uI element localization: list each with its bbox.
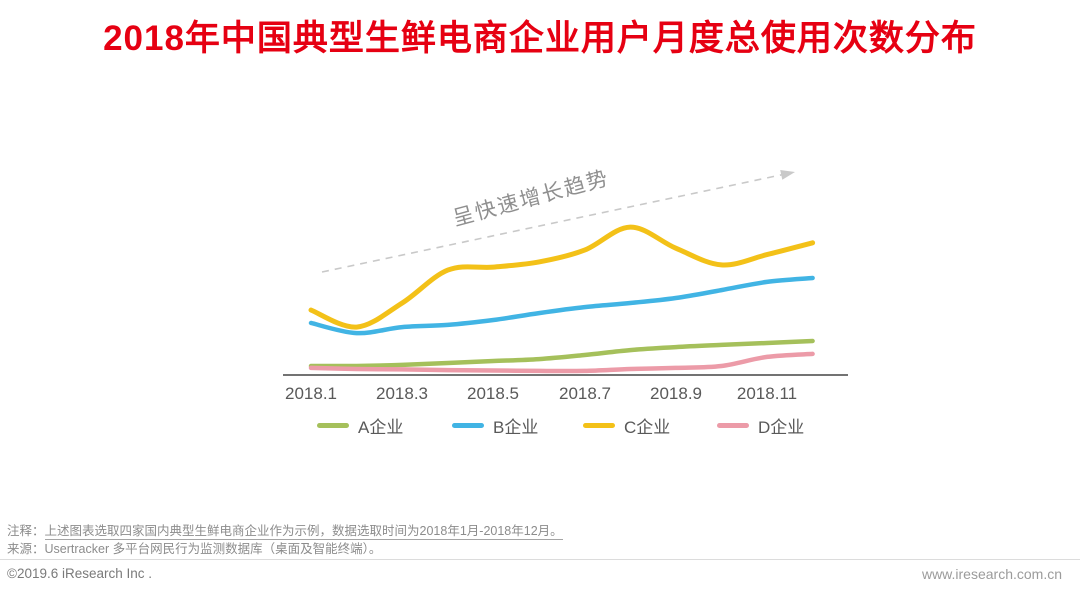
series-line-D企业 <box>308 351 815 374</box>
growth-trend-arrow-head <box>780 170 795 180</box>
footnotes: 注释：上述图表选取四家国内典型生鲜电商企业作为示例，数据选取时间为2018年1月… <box>7 522 563 558</box>
page-title: 2018年中国典型生鲜电商企业用户月度总使用次数分布 <box>103 19 977 58</box>
source-text: Usertracker 多平台网民行为监测数据库（桌面及智能终端）。 <box>44 542 382 556</box>
legend-swatch-b <box>452 423 484 428</box>
website-url: www.iresearch.com.cn <box>921 566 1062 582</box>
legend-item-d: D企业 <box>717 413 804 438</box>
legend-swatch-a <box>317 423 349 428</box>
x-axis-label: 2018.7 <box>559 384 611 403</box>
series-line-C企业 <box>308 224 816 330</box>
growth-trend-arrow-line <box>321 173 784 273</box>
legend-label-a: A企业 <box>358 418 404 437</box>
legend-label-b: B企业 <box>493 418 539 437</box>
note-label: 注释： <box>7 524 45 538</box>
legend-item-b: B企业 <box>452 413 538 438</box>
x-axis-label: 2018.1 <box>285 384 337 403</box>
source-line: 来源：Usertracker 多平台网民行为监测数据库（桌面及智能终端）。 <box>7 540 563 558</box>
x-axis-label: 2018.9 <box>650 384 702 403</box>
copyright-text: ©2019.6 iResearch Inc . <box>7 566 153 581</box>
note-text: 上述图表选取四家国内典型生鲜电商企业作为示例，数据选取时间为2018年1月-20… <box>44 524 563 540</box>
legend-label-c: C企业 <box>624 418 671 437</box>
x-axis-label: 2018.11 <box>736 384 798 403</box>
x-axis-label: 2018.3 <box>376 384 428 403</box>
series-line-B企业 <box>308 275 815 336</box>
series-lines <box>308 224 816 374</box>
series-line-A企业 <box>308 338 815 369</box>
source-label: 来源： <box>7 542 45 556</box>
usage-trend-chart <box>283 170 848 376</box>
note-line: 注释：上述图表选取四家国内典型生鲜电商企业作为示例，数据选取时间为2018年1月… <box>7 522 563 540</box>
legend-swatch-c <box>583 423 615 428</box>
legend-item-c: C企业 <box>583 413 670 438</box>
legend-swatch-d <box>717 423 749 428</box>
legend-item-a: A企业 <box>317 413 403 438</box>
x-axis-label: 2018.5 <box>467 384 519 403</box>
legend-label-d: D企业 <box>758 418 805 437</box>
footer-divider <box>0 559 1080 560</box>
